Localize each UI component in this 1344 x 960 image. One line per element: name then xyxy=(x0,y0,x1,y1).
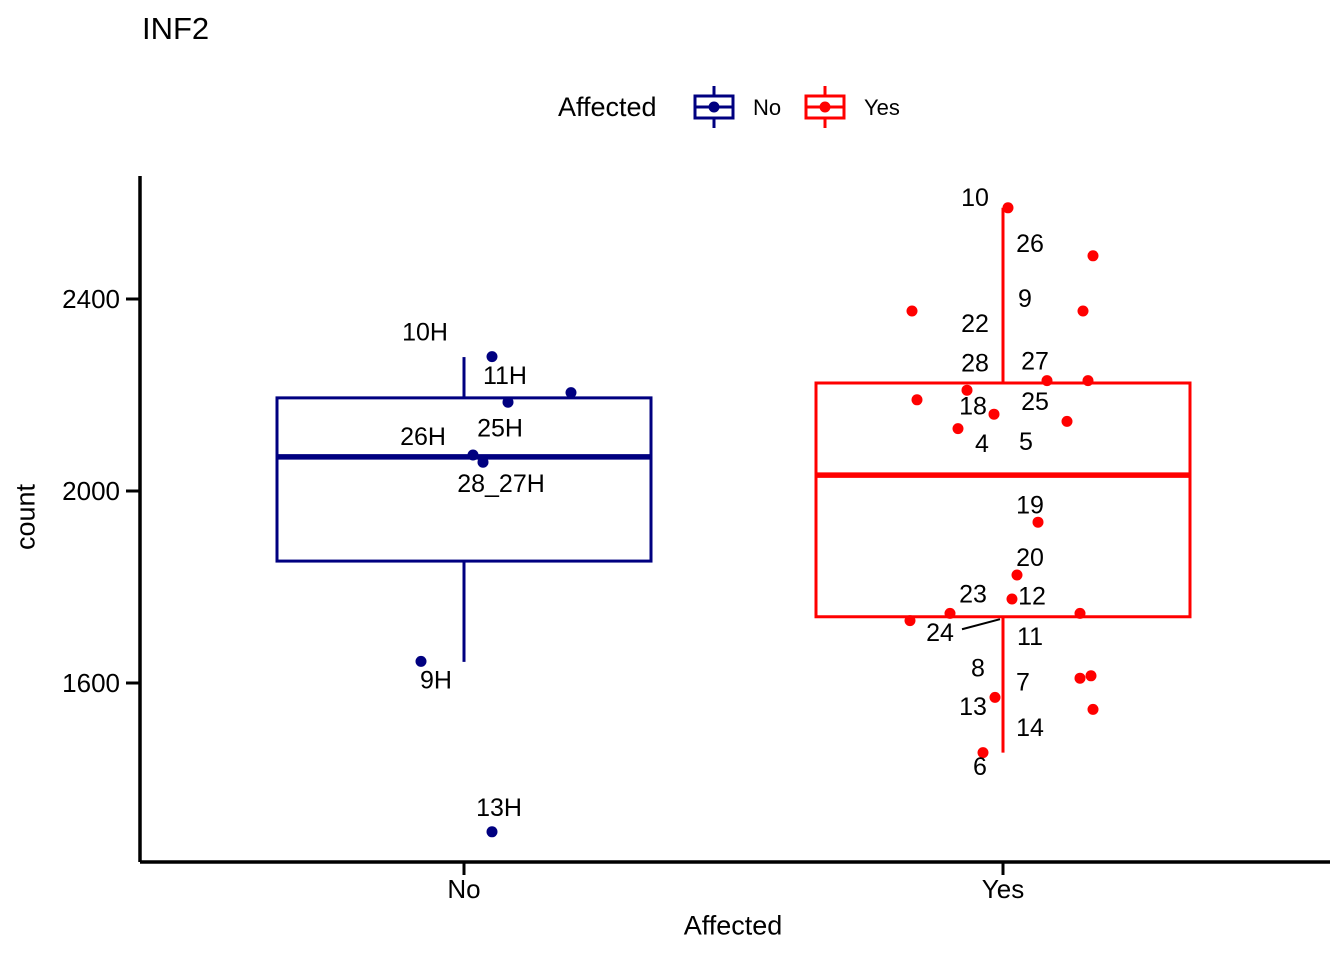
data-point-13H xyxy=(486,826,498,838)
point-label-27: 27 xyxy=(1021,347,1049,375)
data-point-19 xyxy=(1032,516,1044,528)
data-point-4 xyxy=(952,423,964,435)
data-point-7 xyxy=(1074,672,1086,684)
point-label-11: 11 xyxy=(1017,623,1043,651)
data-point-6 xyxy=(977,747,989,759)
point-label-14: 14 xyxy=(1016,714,1044,742)
data-point-11 xyxy=(1074,607,1086,619)
point-label-25: 25 xyxy=(1021,388,1049,416)
x-tick-label-no: No xyxy=(447,874,480,904)
box-no xyxy=(275,396,653,563)
data-point-8 xyxy=(1085,670,1097,682)
data-point-9 xyxy=(1077,305,1089,317)
point-label-24: 24 xyxy=(926,619,954,647)
data-point-10 xyxy=(1002,202,1014,214)
point-label-28_27H: 28_27H xyxy=(457,470,545,498)
data-point-11H xyxy=(565,387,577,399)
data-point-25H xyxy=(502,396,514,408)
data-point-9H xyxy=(415,655,427,667)
point-label-18: 18 xyxy=(959,393,987,421)
y-axis-title: count xyxy=(10,483,41,551)
data-point-22 xyxy=(906,305,918,317)
point-label-7: 7 xyxy=(1016,669,1030,697)
point-label-26: 26 xyxy=(1016,230,1044,258)
point-label-13H: 13H xyxy=(476,794,522,822)
y-tick-label: 2400 xyxy=(62,284,120,314)
point-label-9H: 9H xyxy=(420,667,452,695)
point-label-22: 22 xyxy=(961,310,989,338)
point-label-6: 6 xyxy=(973,753,987,781)
data-point-12 xyxy=(1006,593,1018,605)
point-label-10: 10 xyxy=(961,184,989,212)
point-label-10H: 10H xyxy=(402,319,448,347)
data-point xyxy=(911,394,923,406)
point-label-8: 8 xyxy=(971,655,985,683)
y-tick-label: 2000 xyxy=(62,476,120,506)
y-tick-label: 1600 xyxy=(62,668,120,698)
point-label-26H: 26H xyxy=(400,423,446,451)
data-point-23 xyxy=(944,607,956,619)
data-point-24 xyxy=(904,615,916,627)
data-point-26H xyxy=(467,449,479,461)
x-axis-title: Affected xyxy=(683,910,783,941)
data-point-26 xyxy=(1087,250,1099,262)
point-label-11H: 11H xyxy=(483,362,527,390)
legend-label-yes: Yes xyxy=(864,95,900,120)
point-label-9: 9 xyxy=(1018,285,1032,313)
point-label-19: 19 xyxy=(1016,491,1044,519)
point-label-13: 13 xyxy=(959,693,987,721)
legend-label-no: No xyxy=(753,95,782,120)
x-tick-label-yes: Yes xyxy=(982,874,1024,904)
box-yes xyxy=(814,381,1192,619)
data-point-13 xyxy=(989,691,1001,703)
point-label-20: 20 xyxy=(1016,544,1044,572)
chart-title: INF2 xyxy=(142,11,210,46)
data-point-5 xyxy=(1061,415,1073,427)
point-label-23: 23 xyxy=(959,581,987,609)
point-label-5: 5 xyxy=(1019,428,1033,456)
point-label-12: 12 xyxy=(1018,583,1046,611)
data-point-28_27H xyxy=(477,456,489,468)
legend-title: Affected xyxy=(558,92,657,122)
label-leader-line xyxy=(961,618,1001,631)
data-point-10H xyxy=(486,351,498,363)
point-label-28: 28 xyxy=(961,349,989,377)
data-point-25 xyxy=(1082,375,1094,387)
data-point-28 xyxy=(961,384,973,396)
data-point-18 xyxy=(988,408,1000,420)
legend-key-no-boxplot-icon xyxy=(693,86,735,128)
data-point-14 xyxy=(1087,703,1099,715)
data-point-27 xyxy=(1041,375,1053,387)
point-label-25H: 25H xyxy=(477,415,523,443)
data-point-20 xyxy=(1011,569,1023,581)
point-label-4: 4 xyxy=(975,430,989,458)
legend-key-yes-boxplot-icon xyxy=(804,86,846,128)
